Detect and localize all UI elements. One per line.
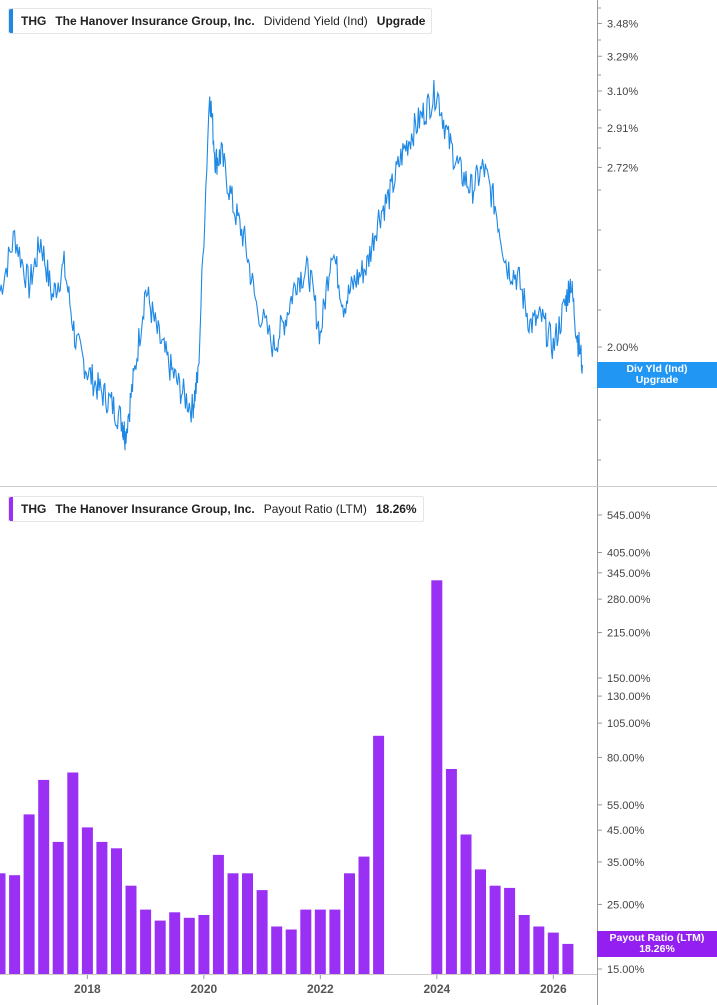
- payout-bar: [358, 856, 370, 974]
- payout-bar: [314, 909, 326, 974]
- legend-ticker: THG: [21, 502, 47, 516]
- payout-ratio-panel: [0, 580, 574, 974]
- y-tick-label: 25.00%: [607, 899, 645, 911]
- flag-line1: Payout Ratio (LTM): [609, 932, 705, 944]
- payout-bar: [518, 915, 530, 974]
- payout-bar: [38, 779, 50, 974]
- payout-bar: [169, 912, 181, 974]
- dividend-yield-flag: Div Yld (Ind) Upgrade: [597, 362, 717, 388]
- x-tick-label: 2020: [191, 982, 218, 996]
- y-tick-label: 150.00%: [607, 673, 651, 685]
- y-tick-label: 80.00%: [607, 752, 645, 764]
- y-tick-label: 3.29%: [607, 51, 638, 63]
- y-tick-label: 280.00%: [607, 594, 651, 606]
- payout-bar: [67, 772, 79, 974]
- payout-bar: [431, 580, 443, 974]
- payout-bar: [154, 920, 166, 974]
- x-tick-label: 2022: [307, 982, 334, 996]
- y-tick-label: 55.00%: [607, 800, 645, 812]
- payout-bar: [111, 848, 122, 974]
- payout-bar: [23, 814, 35, 974]
- legend-metric: Dividend Yield (Ind): [263, 14, 368, 28]
- payout-bar: [271, 926, 283, 974]
- flag-line2: 18.26%: [639, 943, 675, 955]
- legend-company: The Hanover Insurance Group, Inc.: [55, 502, 255, 516]
- y-tick-label: 545.00%: [607, 510, 651, 522]
- payout-bar: [198, 915, 210, 974]
- payout-bar: [0, 873, 6, 974]
- payout-bar: [445, 769, 457, 974]
- legend-swatch: [9, 9, 13, 33]
- payout-bar: [227, 873, 239, 974]
- div-yld-line: [0, 79, 583, 451]
- flag-line2: Upgrade: [635, 374, 679, 386]
- payout-ratio-legend: THG The Hanover Insurance Group, Inc. Pa…: [8, 496, 424, 522]
- payout-bar: [533, 926, 545, 974]
- payout-bar: [562, 943, 574, 974]
- payout-bar: [9, 875, 21, 974]
- payout-bar: [504, 887, 516, 974]
- y-tick-label: 130.00%: [607, 691, 651, 703]
- legend-company: The Hanover Insurance Group, Inc.: [55, 14, 255, 28]
- dividend-yield-panel: [0, 79, 583, 451]
- y-tick-label: 35.00%: [607, 857, 645, 869]
- payout-bar: [52, 841, 64, 974]
- payout-bar: [285, 929, 297, 974]
- y-tick-label: 345.00%: [607, 568, 651, 580]
- legend-swatch: [9, 497, 13, 521]
- payout-bar: [460, 834, 472, 974]
- y-tick-label: 3.48%: [607, 18, 638, 30]
- y-tick-label: 2.00%: [607, 342, 638, 354]
- payout-bar: [547, 932, 559, 974]
- x-tick-label: 2018: [74, 982, 101, 996]
- payout-bar: [489, 885, 501, 974]
- legend-metric: Payout Ratio (LTM): [263, 502, 367, 516]
- payout-bar: [344, 873, 355, 974]
- payout-bar: [242, 873, 253, 974]
- payout-bar: [212, 854, 224, 974]
- y-tick-label: 215.00%: [607, 628, 651, 640]
- payout-ratio-flag: Payout Ratio (LTM) 18.26%: [597, 931, 717, 957]
- flag-line1: Div Yld (Ind): [626, 363, 688, 375]
- payout-bar: [373, 735, 385, 974]
- payout-bar: [300, 909, 312, 974]
- x-tick-label: 2024: [423, 982, 450, 996]
- y-tick-label: 2.72%: [607, 162, 638, 174]
- payout-bar: [183, 917, 195, 974]
- y-tick-label: 105.00%: [607, 718, 651, 730]
- payout-bar: [256, 890, 268, 974]
- legend-value[interactable]: Upgrade: [376, 14, 426, 28]
- payout-bar: [329, 909, 341, 974]
- x-tick-label: 2026: [540, 982, 567, 996]
- y-tick-label: 15.00%: [607, 964, 645, 976]
- y-tick-label: 2.91%: [607, 123, 638, 135]
- y-tick-label: 45.00%: [607, 825, 645, 837]
- y-tick-label: 405.00%: [607, 548, 651, 560]
- y-tick-label: 3.10%: [607, 86, 638, 98]
- payout-bar: [125, 885, 137, 974]
- legend-ticker: THG: [21, 14, 47, 28]
- payout-bar: [140, 909, 152, 974]
- payout-bar: [475, 869, 486, 974]
- legend-value: 18.26%: [375, 502, 417, 516]
- dividend-yield-legend: THG The Hanover Insurance Group, Inc. Di…: [8, 8, 433, 34]
- payout-bar: [96, 841, 108, 974]
- payout-bar: [81, 827, 93, 974]
